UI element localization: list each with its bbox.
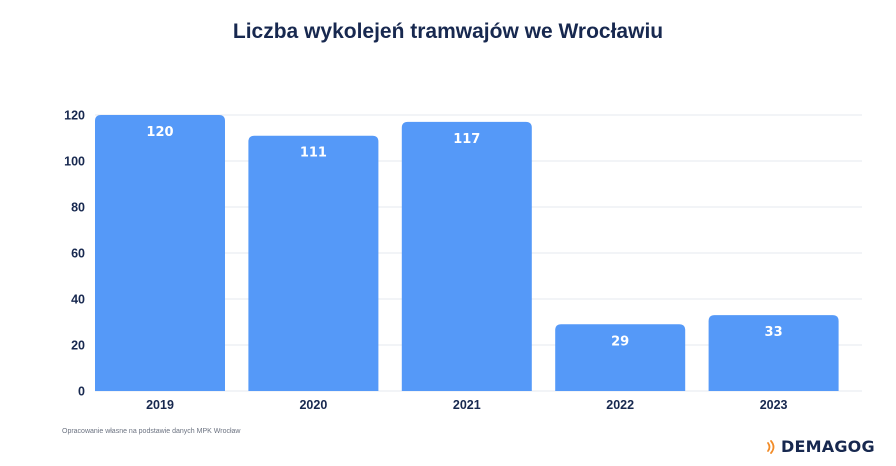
x-tick-label-2023: 2023 [760,398,788,412]
x-tick-label-2022: 2022 [606,398,634,412]
data-label-2019: 120 [146,125,173,140]
x-axis-ticks: 2019 2020 2021 2022 2023 [146,398,787,412]
y-tick-label: 100 [64,155,85,169]
bar-2023 [708,315,839,391]
x-tick-label-2020: 2020 [299,398,327,412]
data-label-2021: 117 [453,132,480,147]
data-label-2023: 33 [765,325,783,340]
data-label-2022: 29 [611,334,629,349]
source-note: Opracowanie własne na podstawie danych M… [62,428,241,435]
bar-2020 [248,135,379,391]
x-tick-label-2019: 2019 [146,398,174,412]
logo-text: DEMAGOG [781,437,875,456]
chart-title: Liczba wykolejeń tramwajów we Wrocławiu [232,20,664,43]
y-tick-label: 120 [64,109,85,123]
y-tick-label: 60 [71,247,85,261]
y-tick-label: 20 [71,339,85,353]
data-labels: 120 111 117 29 33 [146,125,782,349]
data-label-2020: 111 [300,146,327,161]
bar-2019 [95,115,225,391]
y-tick-label: 0 [78,385,85,399]
y-tick-label: 40 [71,293,85,307]
sound-waves-icon [767,439,775,454]
bars [95,115,839,392]
bar-2022 [555,324,686,391]
y-axis-ticks: 0 20 40 60 80 100 120 [64,109,85,399]
y-tick-label: 80 [71,201,85,215]
demagog-logo: DEMAGOG [766,437,875,456]
x-tick-label-2021: 2021 [453,398,481,412]
bar-2021 [401,121,532,392]
